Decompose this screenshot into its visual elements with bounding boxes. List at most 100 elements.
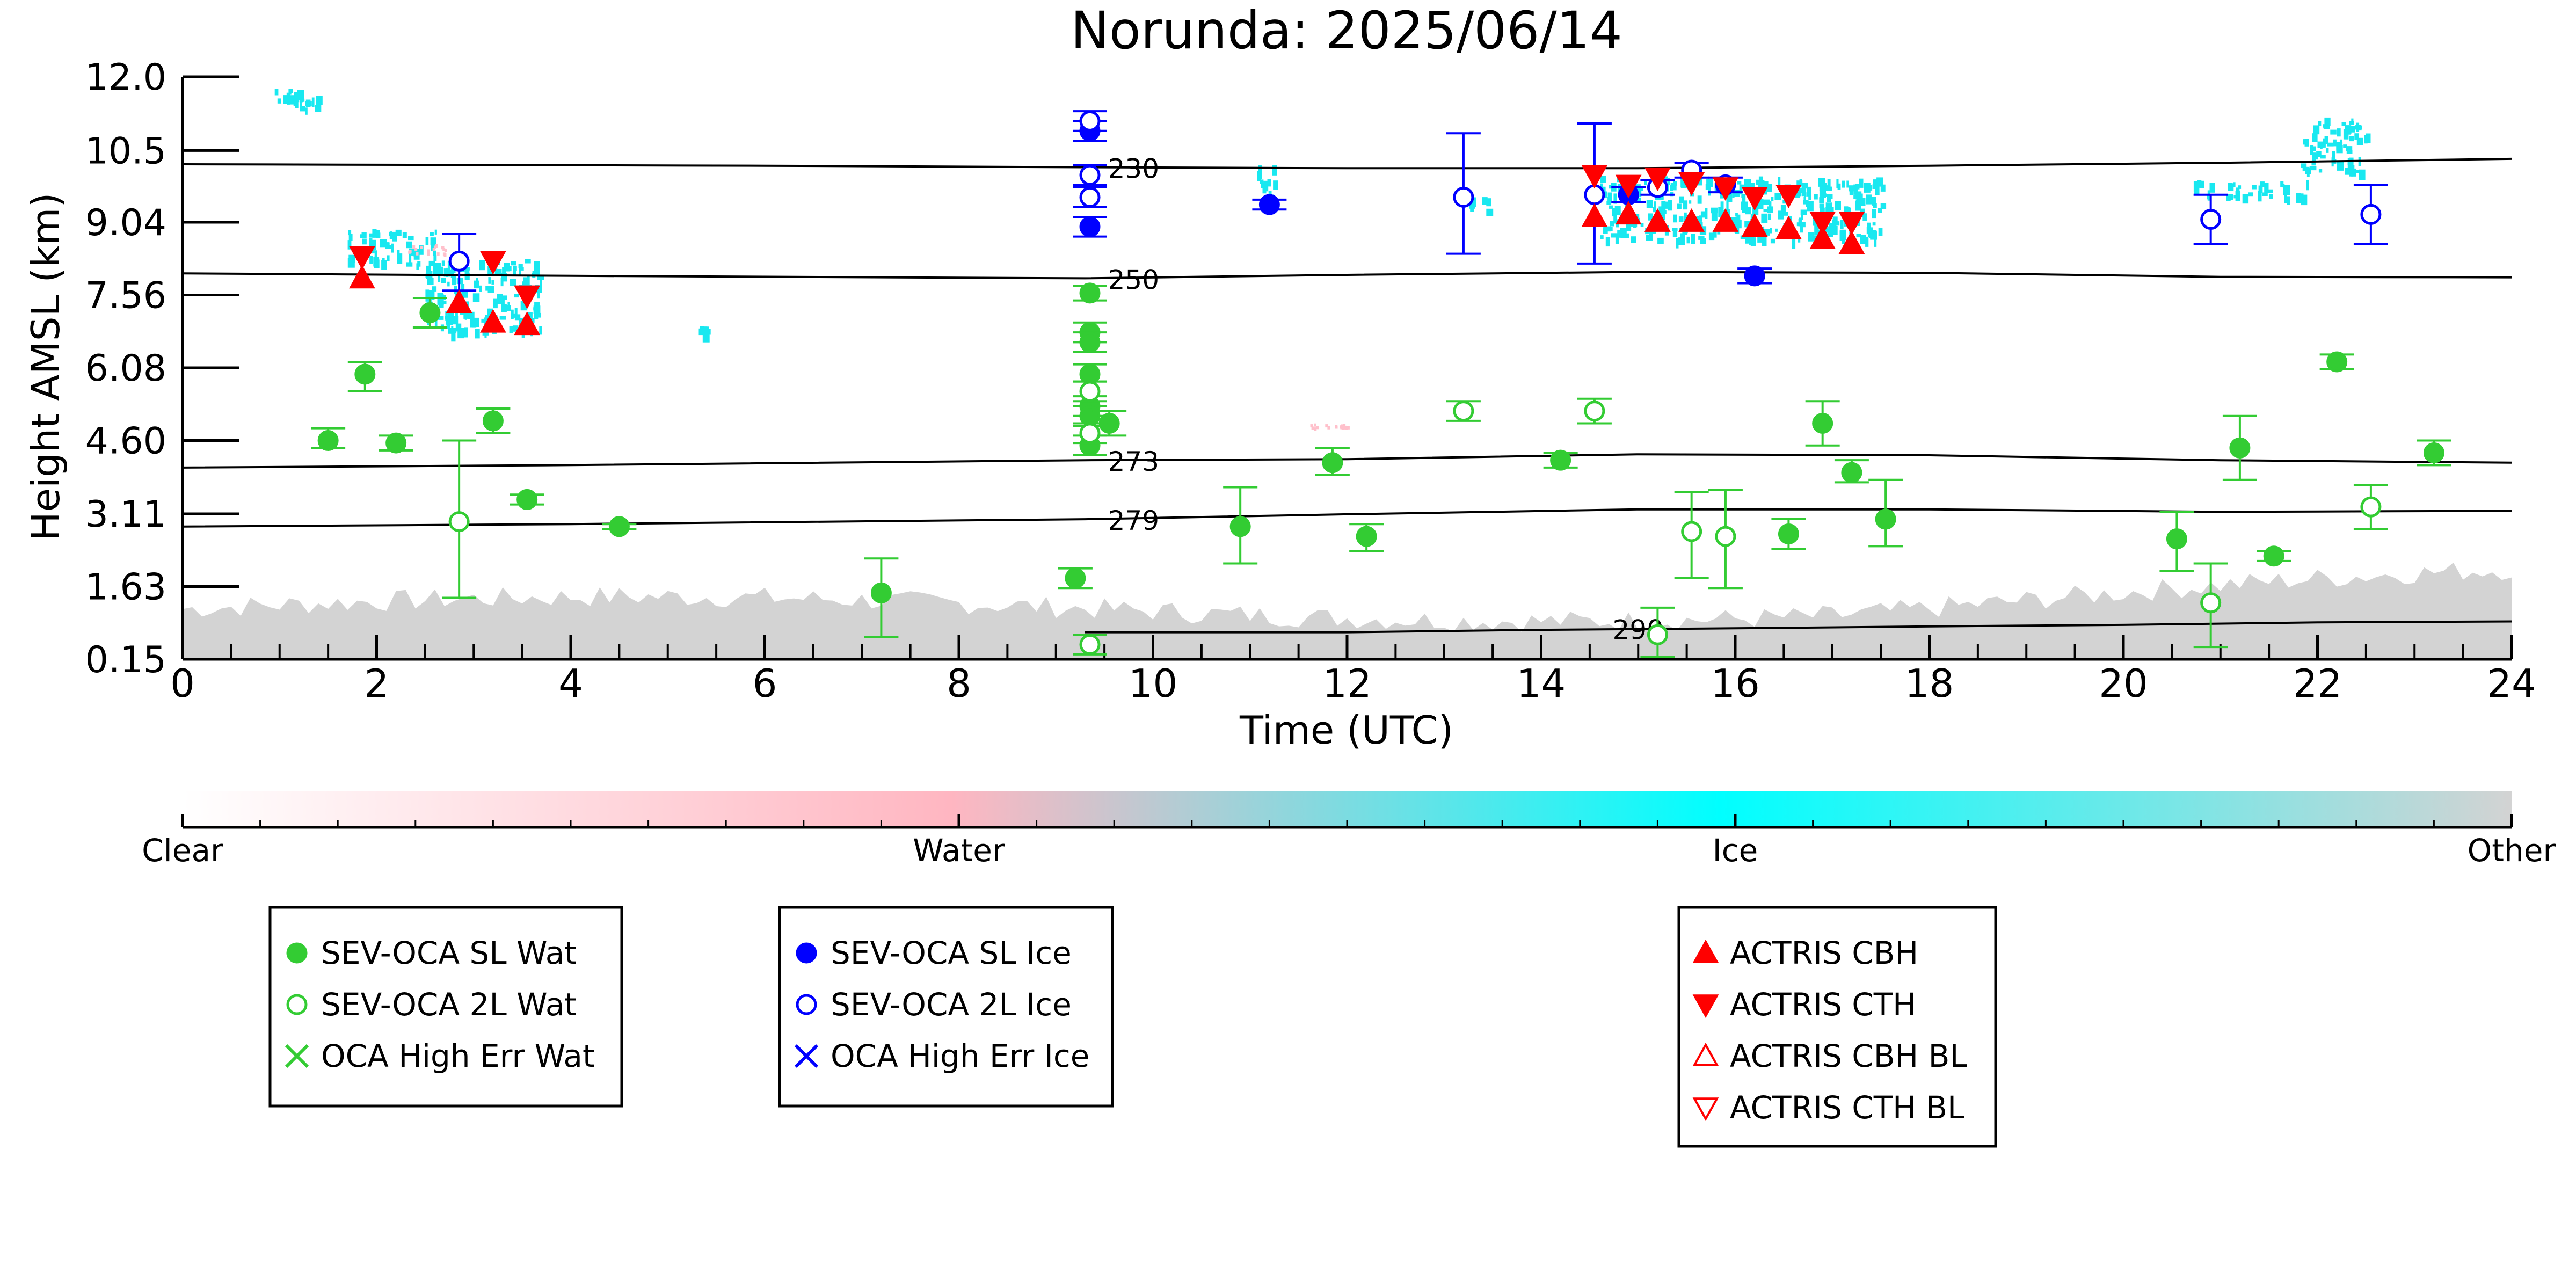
ice-cloud-pixel bbox=[447, 281, 450, 287]
ice-cloud-pixel bbox=[501, 296, 505, 305]
ice-cloud-pixel bbox=[514, 308, 518, 318]
ice-cloud-pixel bbox=[1874, 236, 1877, 247]
water-cloud-pixel bbox=[414, 248, 418, 251]
ice-cloud-pixel bbox=[2284, 194, 2287, 203]
actris-cth-marker bbox=[1615, 174, 1642, 199]
ice-cloud-pixel bbox=[1622, 233, 1629, 238]
ice-cloud-pixel bbox=[464, 327, 468, 338]
ice-cloud-pixel bbox=[540, 278, 542, 288]
ice-cloud-pixel bbox=[425, 237, 429, 245]
ice-cloud-pixel bbox=[1870, 231, 1877, 240]
ice-cloud-pixel bbox=[1672, 229, 1678, 237]
legend-marker-sev-oca-sl-ice bbox=[796, 942, 817, 964]
water-cloud-pixel bbox=[1340, 426, 1343, 430]
ice-cloud-pixel bbox=[295, 100, 299, 108]
ice-cloud-pixel bbox=[302, 98, 305, 102]
ice-cloud-pixel bbox=[2345, 168, 2352, 175]
y-tick-label: 6.08 bbox=[85, 347, 166, 390]
ice-cloud-pixel bbox=[2242, 194, 2249, 204]
ice-cloud-pixel bbox=[2283, 185, 2290, 195]
legend-marker-actris-cth-bl bbox=[1692, 1097, 1719, 1122]
ice-cloud-pixel bbox=[2345, 125, 2351, 135]
water-cloud-pixel bbox=[1344, 426, 1347, 430]
ice-cloud-pixel bbox=[2323, 138, 2326, 148]
ice-cloud-pixel bbox=[1739, 184, 1743, 195]
ice-cloud-pixel bbox=[2209, 183, 2215, 193]
ice-cloud-pixel bbox=[1808, 232, 1815, 242]
ice-cloud-pixel bbox=[1744, 221, 1749, 228]
ice-cloud-pixel bbox=[1745, 207, 1751, 215]
actris-cbh-marker bbox=[514, 311, 541, 336]
ice-cloud-pixel bbox=[369, 237, 373, 242]
ice-cloud-pixel bbox=[2349, 136, 2354, 142]
legend-box-3: ACTRIS CBH ACTRIS CTH ACTRIS CBH BL ACTRIS … bbox=[1677, 906, 1997, 1148]
ice-cloud-pixel bbox=[445, 316, 448, 320]
colorbar-label: Clear bbox=[142, 832, 223, 869]
ice-cloud-pixel bbox=[1796, 180, 1803, 186]
ice-cloud-pixel bbox=[1859, 178, 1864, 188]
ice-cloud-pixel bbox=[1872, 184, 1879, 189]
ice-cloud-pixel bbox=[446, 317, 453, 325]
ice-cloud-pixel bbox=[1846, 180, 1849, 188]
ice-cloud-pixel bbox=[1670, 183, 1677, 191]
x-tick-label: 4 bbox=[558, 661, 583, 706]
ice-cloud-pixel bbox=[1829, 223, 1835, 232]
sev-oca-2l-wat-marker bbox=[1079, 634, 1101, 656]
legend-label: SEV-OCA 2L Ice bbox=[831, 986, 1072, 1023]
ice-cloud-pixel bbox=[502, 295, 507, 300]
ice-cloud-pixel bbox=[1673, 181, 1677, 186]
ice-cloud-pixel bbox=[2346, 146, 2353, 151]
actris-cth-marker bbox=[1581, 165, 1608, 189]
sev-oca-2l-wat-marker bbox=[2200, 592, 2222, 614]
ice-cloud-pixel bbox=[1832, 216, 1838, 222]
ice-cloud-pixel bbox=[2238, 185, 2242, 189]
ice-cloud-pixel bbox=[1767, 213, 1771, 220]
ice-cloud-pixel bbox=[488, 308, 493, 314]
ice-cloud-pixel bbox=[1644, 180, 1647, 186]
legend-frame bbox=[268, 906, 623, 1108]
ice-cloud-pixel bbox=[451, 331, 456, 342]
ice-cloud-pixel bbox=[479, 260, 485, 271]
sev-oca-sl-wat-marker bbox=[354, 363, 376, 385]
ice-cloud-pixel bbox=[288, 89, 292, 95]
ice-cloud-pixel bbox=[293, 98, 296, 106]
water-cloud-pixel bbox=[1316, 426, 1319, 430]
ice-cloud-pixel bbox=[362, 238, 367, 245]
ice-cloud-pixel bbox=[1605, 237, 1610, 247]
ice-cloud-pixel bbox=[1272, 165, 1277, 176]
ice-cloud-pixel bbox=[1763, 199, 1770, 205]
ice-cloud-pixel bbox=[513, 269, 516, 276]
x-tick-label: 18 bbox=[1905, 661, 1954, 706]
ice-cloud-pixel bbox=[522, 281, 528, 289]
sev-oca-2l-wat-marker bbox=[448, 511, 470, 533]
ice-cloud-pixel bbox=[1797, 188, 1803, 193]
ice-cloud-pixel bbox=[2336, 142, 2343, 151]
ice-cloud-pixel bbox=[2303, 139, 2309, 145]
ice-cloud-pixel bbox=[361, 232, 367, 238]
y-tick-label: 9.04 bbox=[85, 202, 166, 244]
sev-oca-2l-wat-marker bbox=[1079, 423, 1101, 444]
ice-cloud-pixel bbox=[1609, 185, 1611, 189]
water-cloud-pixel bbox=[1314, 427, 1317, 431]
y-axis-label: Height AMSL (km) bbox=[23, 193, 68, 541]
ice-cloud-pixel bbox=[2260, 181, 2265, 187]
ice-cloud-pixel bbox=[1678, 237, 1685, 245]
colorbar-label: Other bbox=[2468, 832, 2556, 869]
water-cloud-pixel bbox=[427, 249, 430, 253]
water-cloud-pixel bbox=[1341, 424, 1344, 428]
ice-cloud-pixel bbox=[1821, 178, 1825, 188]
x-tick-label: 22 bbox=[2293, 661, 2342, 706]
y-tick-label: 12.0 bbox=[85, 56, 166, 99]
ice-cloud-pixel bbox=[1849, 188, 1853, 195]
x-tick-label: 12 bbox=[1322, 661, 1372, 706]
ice-cloud-pixel bbox=[2226, 197, 2231, 201]
ice-cloud-pixel bbox=[2301, 163, 2307, 168]
ice-cloud-pixel bbox=[1667, 178, 1670, 185]
ice-cloud-pixel bbox=[2337, 128, 2341, 137]
ice-cloud-pixel bbox=[1752, 207, 1759, 215]
ice-cloud-pixel bbox=[2313, 146, 2316, 151]
ice-cloud-pixel bbox=[1610, 221, 1614, 227]
ice-cloud-pixel bbox=[2306, 180, 2309, 191]
actris-cbh-marker bbox=[1615, 201, 1642, 225]
water-cloud-pixel bbox=[435, 244, 438, 248]
